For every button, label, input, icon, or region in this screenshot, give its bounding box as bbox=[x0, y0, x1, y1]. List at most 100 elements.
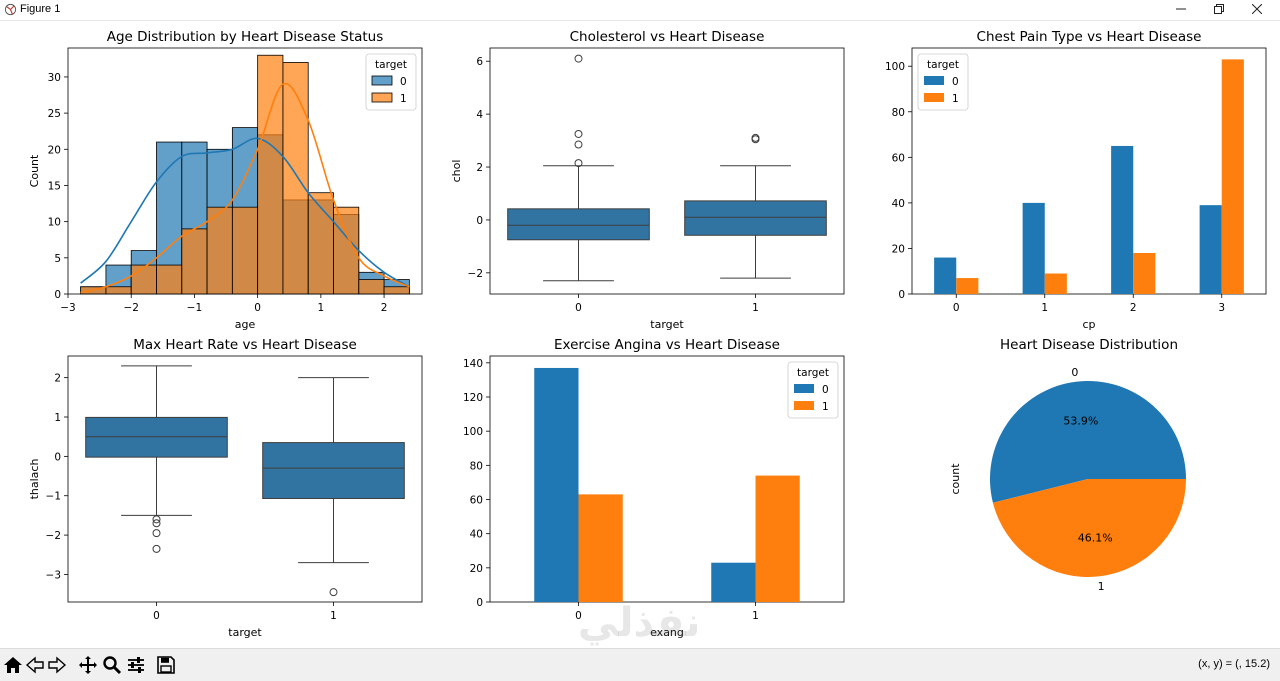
x-tick-label: 3 bbox=[1218, 302, 1225, 314]
bar bbox=[1199, 205, 1222, 294]
y-tick-label: 30 bbox=[48, 72, 61, 84]
close-button[interactable] bbox=[1240, 0, 1274, 20]
y-tick-label: 60 bbox=[470, 495, 483, 507]
bar bbox=[934, 257, 957, 294]
pan-icon[interactable] bbox=[78, 655, 98, 675]
box bbox=[684, 200, 827, 236]
chart-title: Cholesterol vs Heart Disease bbox=[570, 29, 765, 45]
x-tick-label: 1 bbox=[752, 610, 759, 622]
x-tick-label: −1 bbox=[187, 302, 202, 314]
x-tick-label: 1 bbox=[330, 610, 337, 622]
axes-frame bbox=[911, 47, 1267, 295]
matplotlib-app-icon bbox=[4, 3, 17, 16]
y-axis-label: Count bbox=[28, 154, 41, 187]
bar bbox=[534, 367, 579, 602]
bar bbox=[755, 475, 800, 602]
legend-swatch bbox=[371, 75, 393, 86]
histogram-bar bbox=[257, 54, 284, 295]
restore-icon bbox=[1214, 4, 1224, 14]
maximize-button[interactable] bbox=[1202, 0, 1236, 20]
y-tick-label: 20 bbox=[892, 243, 905, 255]
y-tick-label: −3 bbox=[46, 569, 61, 581]
x-tick-label: 1 bbox=[318, 302, 325, 314]
home-icon[interactable] bbox=[3, 655, 23, 675]
window-titlebar: Figure 1 bbox=[0, 0, 1280, 21]
x-tick-label: 0 bbox=[953, 302, 960, 314]
legend-title: target bbox=[375, 59, 407, 71]
x-axis-label: target bbox=[228, 626, 262, 639]
axes-frame bbox=[489, 47, 845, 295]
pie-percent-label: 53.9% bbox=[1063, 415, 1098, 428]
cursor-coordinates: (x, y) = (, 15.2) bbox=[1198, 658, 1270, 670]
y-tick-label: 1 bbox=[54, 412, 61, 424]
pie-slice bbox=[990, 380, 1186, 503]
pie-category-label: 1 bbox=[1098, 580, 1105, 593]
x-tick-label: 0 bbox=[575, 302, 582, 314]
outlier-point bbox=[574, 54, 583, 63]
outlier-point bbox=[152, 515, 161, 524]
y-tick-label: 6 bbox=[476, 56, 483, 68]
histogram-bar bbox=[130, 264, 157, 295]
box bbox=[85, 416, 228, 458]
histogram-bar bbox=[358, 279, 385, 295]
box bbox=[262, 442, 405, 499]
minimize-button[interactable] bbox=[1164, 0, 1198, 20]
histogram-bar bbox=[282, 62, 309, 295]
legend-swatch bbox=[794, 384, 814, 393]
chart-title: Exercise Angina vs Heart Disease bbox=[554, 337, 780, 353]
y-tick-label: 2 bbox=[54, 373, 61, 385]
figure-canvas[interactable]: Age Distribution by Heart Disease Status… bbox=[0, 20, 1280, 648]
legend-title: target bbox=[797, 367, 829, 379]
save-icon[interactable] bbox=[156, 655, 176, 675]
y-tick-label: 0 bbox=[476, 215, 483, 227]
back-icon[interactable] bbox=[25, 655, 45, 675]
y-tick-label: 5 bbox=[54, 253, 61, 265]
y-tick-label: 15 bbox=[48, 180, 61, 192]
bar bbox=[1022, 202, 1045, 294]
bar bbox=[578, 494, 623, 602]
y-axis-label: chol bbox=[450, 160, 463, 183]
close-icon bbox=[1251, 3, 1263, 15]
legend-swatch bbox=[371, 92, 393, 103]
pie-percent-label: 46.1% bbox=[1078, 531, 1113, 544]
y-tick-label: −2 bbox=[46, 530, 61, 542]
y-tick-label: 10 bbox=[48, 217, 61, 229]
y-tick-label: 40 bbox=[470, 529, 483, 541]
x-tick-label: 0 bbox=[575, 610, 582, 622]
legend-label: 0 bbox=[400, 76, 407, 88]
legend-swatch bbox=[924, 93, 944, 102]
x-axis-label: age bbox=[235, 318, 256, 331]
outlier-point bbox=[574, 129, 583, 138]
y-axis-label: count bbox=[949, 463, 962, 495]
legend-label: 1 bbox=[822, 401, 829, 413]
legend-label: 0 bbox=[952, 76, 959, 88]
y-tick-label: −1 bbox=[46, 491, 61, 503]
y-tick-label: 20 bbox=[48, 144, 61, 156]
y-tick-label: 0 bbox=[54, 451, 61, 463]
x-axis-label: cp bbox=[1082, 318, 1095, 331]
histogram-bar bbox=[105, 286, 132, 295]
configure-icon[interactable] bbox=[126, 655, 146, 675]
legend-label: 0 bbox=[822, 384, 829, 396]
minimize-icon bbox=[1176, 8, 1186, 10]
y-tick-label: 100 bbox=[463, 426, 483, 438]
chart-title: Age Distribution by Heart Disease Status bbox=[107, 29, 384, 45]
x-tick-label: 2 bbox=[1130, 302, 1137, 314]
bar bbox=[956, 278, 979, 294]
navigation-toolbar: (x, y) = (, 15.2) bbox=[0, 648, 1280, 681]
legend-swatch bbox=[794, 401, 814, 410]
outlier-point bbox=[751, 133, 760, 142]
histogram-bar bbox=[181, 228, 208, 295]
kde-line bbox=[80, 82, 410, 294]
chart-title: Heart Disease Distribution bbox=[1000, 337, 1178, 353]
histogram-bar bbox=[206, 206, 233, 295]
bar bbox=[711, 562, 756, 602]
y-tick-label: 100 bbox=[885, 61, 905, 73]
outlier-point bbox=[329, 588, 338, 597]
histogram-bar bbox=[383, 286, 410, 295]
bar bbox=[1044, 273, 1067, 294]
histogram-bar bbox=[307, 192, 334, 295]
forward-icon[interactable] bbox=[47, 655, 67, 675]
zoom-icon[interactable] bbox=[102, 655, 122, 675]
y-tick-label: 140 bbox=[463, 358, 483, 370]
